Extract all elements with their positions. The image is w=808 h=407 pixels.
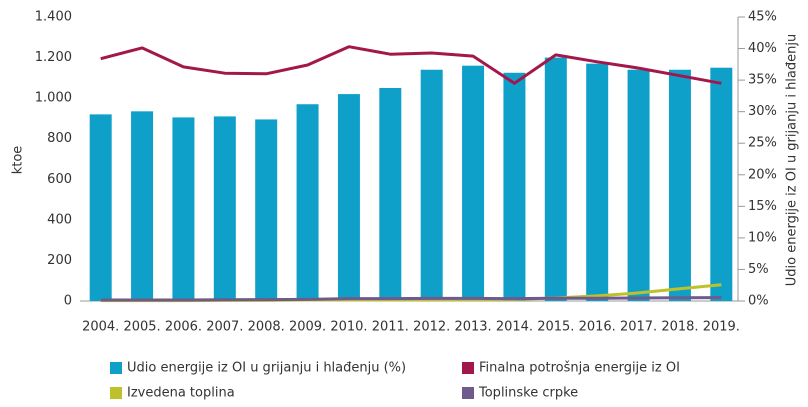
bar — [255, 119, 278, 301]
x-tick-label: 2015. — [537, 320, 574, 335]
bar — [213, 116, 236, 302]
bar — [420, 69, 443, 301]
bar — [379, 88, 402, 301]
y2-tick-label: 30% — [748, 104, 777, 119]
bar — [131, 111, 154, 301]
y-axis-title: ktoe — [11, 146, 26, 175]
line — [100, 45, 722, 85]
line — [100, 296, 722, 302]
legend-label: Toplinske crpke — [478, 386, 578, 401]
x-tick-label: 2009. — [289, 320, 326, 335]
y-tick-label: 1.400 — [35, 10, 72, 25]
bar — [544, 57, 567, 302]
x-tick-label: 2014. — [496, 320, 533, 335]
bar — [710, 67, 733, 301]
x-tick-label: 2013. — [454, 320, 491, 335]
y-tick-label: 0 — [64, 294, 72, 309]
legend-swatch — [462, 387, 474, 399]
legend-swatch — [110, 362, 122, 374]
bar — [503, 72, 526, 302]
x-tick-label: 2008. — [248, 320, 285, 335]
y-tick-label: 200 — [47, 253, 72, 268]
bar — [337, 94, 360, 301]
bar — [668, 69, 691, 301]
legend-label: Udio energije iz OI u grijanju i hlađenj… — [127, 361, 406, 376]
y2-tick-label: 35% — [748, 73, 777, 88]
x-tick-label: 2011. — [372, 320, 409, 335]
y2-tick-label: 45% — [748, 10, 777, 25]
x-tick-label: 2007. — [206, 320, 243, 335]
x-tick-label: 2005. — [123, 320, 160, 335]
y2-tick-label: 40% — [748, 41, 777, 56]
y2-tick-label: 10% — [748, 230, 777, 245]
y-tick-label: 400 — [47, 212, 72, 227]
x-tick-label: 2019. — [703, 320, 740, 335]
x-tick-label: 2012. — [413, 320, 450, 335]
y2-tick-label: 20% — [748, 167, 777, 182]
y-tick-label: 800 — [47, 131, 72, 146]
x-tick-label: 2017. — [620, 320, 657, 335]
legend-label: Izvedena toplina — [127, 386, 235, 401]
y2-tick-label: 0% — [748, 294, 769, 309]
bar — [296, 104, 319, 301]
x-tick-label: 2004. — [82, 320, 119, 335]
bar — [89, 114, 112, 301]
bar — [172, 117, 195, 302]
y2-tick-label: 15% — [748, 199, 777, 214]
y2-tick-label: 5% — [748, 262, 769, 277]
bar — [586, 63, 609, 302]
y2-axis-title: Udio energije iz OI u grijanju i hlađenj… — [785, 34, 800, 286]
bar — [462, 65, 485, 301]
bar — [627, 69, 650, 301]
y-tick-label: 1.200 — [35, 50, 72, 65]
x-tick-label: 2006. — [165, 320, 202, 335]
x-tick-label: 2010. — [330, 320, 367, 335]
x-tick-label: 2018. — [661, 320, 698, 335]
x-tick-label: 2016. — [579, 320, 616, 335]
y-tick-label: 1.000 — [35, 91, 72, 106]
y-tick-label: 600 — [47, 172, 72, 187]
y2-tick-label: 25% — [748, 136, 777, 151]
legend-label: Finalna potrošnja energije iz OI — [479, 361, 680, 376]
legend-swatch — [462, 362, 474, 374]
legend-swatch — [110, 387, 122, 399]
